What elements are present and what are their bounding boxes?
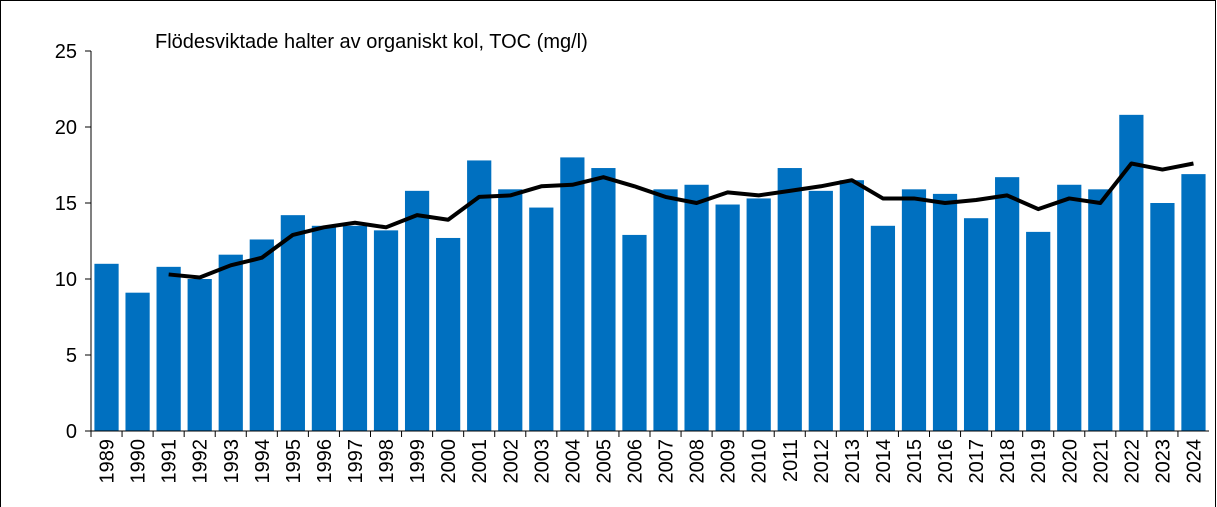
x-tick-label: 2008: [687, 439, 709, 484]
bar: [342, 225, 368, 431]
x-tick-label: 1996: [314, 439, 336, 484]
bar: [529, 207, 554, 431]
y-tick-label: 15: [55, 193, 77, 215]
x-tick-label: 2001: [469, 439, 491, 484]
x-tick-label: 1999: [407, 439, 429, 484]
bar: [901, 189, 927, 431]
x-tick-label: 1989: [97, 439, 119, 484]
x-tick-label: 2011: [780, 439, 802, 482]
bar: [311, 225, 337, 431]
x-tick-label: 2006: [624, 439, 646, 484]
bar: [1057, 184, 1082, 431]
y-tick-label: 10: [55, 269, 77, 291]
bar: [373, 230, 399, 431]
x-tick-label: 2021: [1090, 439, 1112, 484]
bar: [653, 189, 678, 431]
x-tick-label: 2023: [1152, 439, 1174, 484]
bar: [932, 193, 958, 431]
chart-title: Flödesviktade halter av organiskt kol, T…: [155, 31, 588, 53]
x-tick-label: 1995: [283, 439, 305, 484]
bar: [94, 263, 119, 431]
bar: [249, 239, 274, 431]
x-tick-label: 1997: [345, 439, 367, 484]
x-tick-label: 2013: [842, 439, 864, 484]
bar: [777, 168, 802, 432]
bar: [436, 237, 461, 431]
x-tick-label: 2015: [904, 439, 926, 484]
bar: [746, 198, 771, 431]
bar: [839, 180, 864, 431]
x-tick-label: 2012: [811, 439, 833, 484]
x-tick-label: 1992: [190, 439, 212, 484]
x-tick-label: 2024: [1183, 439, 1205, 484]
x-tick-label: 2010: [749, 439, 771, 484]
bar: [808, 190, 833, 431]
x-tick-label: 2016: [935, 439, 957, 484]
bar: [1150, 203, 1175, 431]
bar: [156, 266, 181, 431]
x-tick-label: 1990: [128, 439, 150, 484]
x-tick-label: 1993: [221, 439, 243, 484]
x-tick-label: 2003: [531, 439, 553, 484]
bar: [1181, 174, 1206, 431]
bar: [187, 279, 212, 431]
x-tick-label: 2007: [656, 439, 678, 484]
x-tick-label: 2009: [718, 439, 740, 484]
bar: [125, 292, 150, 431]
bar: [1026, 231, 1051, 431]
line: [168, 161, 1194, 280]
x-tick-label: 2014: [873, 439, 895, 484]
x-tick-label: 2017: [966, 439, 988, 484]
x-tick-label: 2004: [562, 439, 584, 484]
x-tick-label: 2018: [997, 439, 1019, 484]
x-tick-label: 2005: [593, 439, 615, 484]
x-tick-label: 2000: [438, 439, 460, 484]
bar: [870, 225, 896, 431]
x-tick-label: 2019: [1028, 439, 1050, 484]
y-tick-label: 25: [55, 41, 77, 63]
bar: [1088, 189, 1113, 431]
y-tick-label: 0: [66, 421, 77, 443]
bar: [218, 254, 243, 431]
bar: [622, 234, 647, 431]
bar: [560, 157, 585, 431]
x-tick-label: 1994: [252, 439, 274, 484]
bar: [684, 184, 709, 431]
y-tick-label: 20: [55, 117, 77, 139]
bar: [715, 204, 740, 431]
x-tick-label: 2022: [1121, 439, 1143, 484]
bar: [1119, 114, 1144, 431]
x-tick-label: 1991: [159, 439, 181, 484]
bar: [404, 190, 430, 431]
x-tick-label: 2020: [1059, 439, 1081, 484]
bar: [591, 168, 616, 432]
x-tick-label: 1998: [376, 439, 398, 484]
bar: [963, 218, 989, 431]
bar: [995, 177, 1020, 431]
x-tick-label: 2002: [500, 439, 522, 484]
bar: [280, 215, 305, 431]
y-tick-label: 5: [66, 345, 77, 367]
bar: [467, 160, 492, 431]
bar: [498, 189, 523, 431]
